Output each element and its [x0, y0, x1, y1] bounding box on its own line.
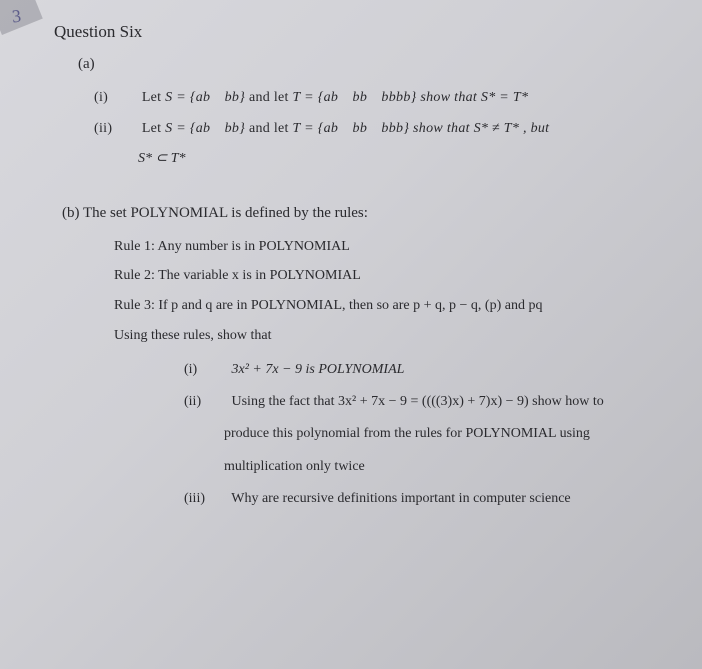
b-ii-line2: produce this polynomial from the rules f…	[224, 418, 672, 450]
question-title: Question Six	[54, 22, 672, 42]
b-ii-line3: multiplication only twice	[224, 451, 672, 483]
page-content: Question Six (a) (i) Let S = {ab bb} and…	[0, 0, 702, 535]
a-i-s: S = {ab bb}	[165, 90, 245, 105]
part-b-intro: (b) The set POLYNOMIAL is defined by the…	[62, 205, 672, 222]
rule-1: Rule 1: Any number is in POLYNOMIAL	[114, 232, 672, 261]
a-i-t: T = {ab bb bbbb}	[293, 90, 417, 105]
a-i-let: Let	[142, 90, 165, 105]
a-ii-let: Let	[142, 121, 165, 136]
b-i-number: (i)	[184, 354, 228, 386]
part-a-label: (a)	[78, 56, 672, 73]
b-ii-number: (ii)	[184, 386, 228, 418]
a-i-tail: show that S* = T*	[420, 90, 528, 105]
a-ii-mid: and let	[249, 121, 293, 136]
part-a-i: (i) Let S = {ab bb} and let T = {ab bb b…	[94, 85, 672, 112]
a-ii-t: T = {ab bb bbb}	[293, 121, 410, 136]
using-line: Using these rules, show that	[114, 328, 672, 344]
a-i-number: (i)	[94, 85, 138, 112]
a-ii-line2: S* ⊂ T*	[138, 146, 672, 173]
a-ii-number: (ii)	[94, 116, 138, 143]
b-ii-line1: Using the fact that 3x² + 7x − 9 = ((((3…	[232, 394, 604, 409]
rule-2: Rule 2: The variable x is in POLYNOMIAL	[114, 261, 672, 290]
b-ii: (ii) Using the fact that 3x² + 7x − 9 = …	[184, 386, 672, 418]
a-ii-s: S = {ab bb}	[165, 121, 245, 136]
b-i-text: 3x² + 7x − 9 is POLYNOMIAL	[232, 362, 405, 377]
a-i-mid: and let	[249, 90, 293, 105]
b-iii-number: (iii)	[184, 483, 228, 515]
b-i: (i) 3x² + 7x − 9 is POLYNOMIAL	[184, 354, 672, 386]
b-iii-text: Why are recursive definitions important …	[231, 491, 570, 506]
a-ii-tail: show that S* ≠ T* , but	[413, 121, 549, 136]
b-iii: (iii) Why are recursive definitions impo…	[184, 483, 672, 515]
part-a-ii: (ii) Let S = {ab bb} and let T = {ab bb …	[94, 116, 672, 143]
rule-3: Rule 3: If p and q are in POLYNOMIAL, th…	[114, 291, 672, 320]
